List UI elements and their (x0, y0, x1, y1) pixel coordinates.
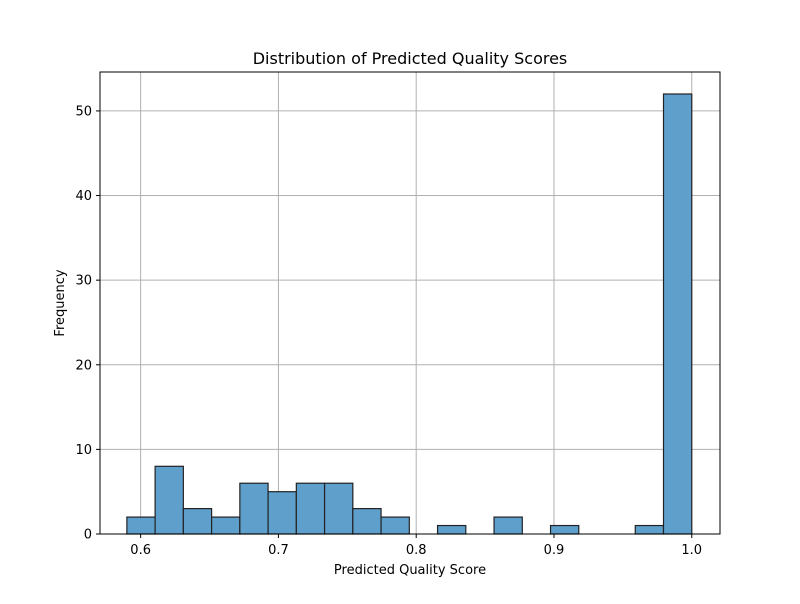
histogram-bar (436, 524, 467, 535)
histogram-bar (154, 465, 184, 535)
histogram-bar (239, 482, 269, 535)
x-tick-label: 0.7 (268, 543, 289, 558)
chart-title: Distribution of Predicted Quality Scores (253, 49, 568, 68)
y-tick-label: 0 (84, 528, 92, 543)
x-axis-ticks: 0.6 0.7 0.8 0.9 1.0 (130, 534, 702, 558)
histogram-bar (182, 508, 213, 535)
x-tick-label: 1.0 (681, 543, 702, 558)
histogram-bar (126, 516, 156, 535)
y-tick-label: 50 (75, 104, 92, 119)
histogram-bar (634, 524, 665, 535)
y-tick-label: 30 (75, 274, 92, 289)
x-tick-label: 0.6 (130, 543, 151, 558)
histogram-bar (323, 482, 354, 535)
histogram-bar (380, 516, 410, 535)
y-tick-label: 10 (75, 443, 92, 458)
x-tick-label: 0.9 (544, 543, 565, 558)
y-axis-label: Frequency (53, 269, 68, 336)
histogram-bar (493, 516, 523, 535)
histogram-bar (662, 93, 693, 535)
y-tick-label: 40 (75, 189, 92, 204)
x-tick-label: 0.8 (406, 543, 427, 558)
histogram-bars (126, 93, 693, 535)
histogram-bar (549, 524, 580, 535)
y-tick-label: 20 (75, 358, 92, 373)
grid-lines (100, 72, 720, 535)
plot-frame (99, 71, 721, 535)
x-axis-label: Predicted Quality Score (334, 563, 486, 578)
histogram-bar (352, 508, 382, 535)
histogram-bar (295, 482, 326, 535)
histogram-bar (211, 516, 241, 535)
histogram-bar (267, 491, 297, 535)
y-axis-ticks: 0 10 20 30 40 50 (75, 104, 100, 543)
